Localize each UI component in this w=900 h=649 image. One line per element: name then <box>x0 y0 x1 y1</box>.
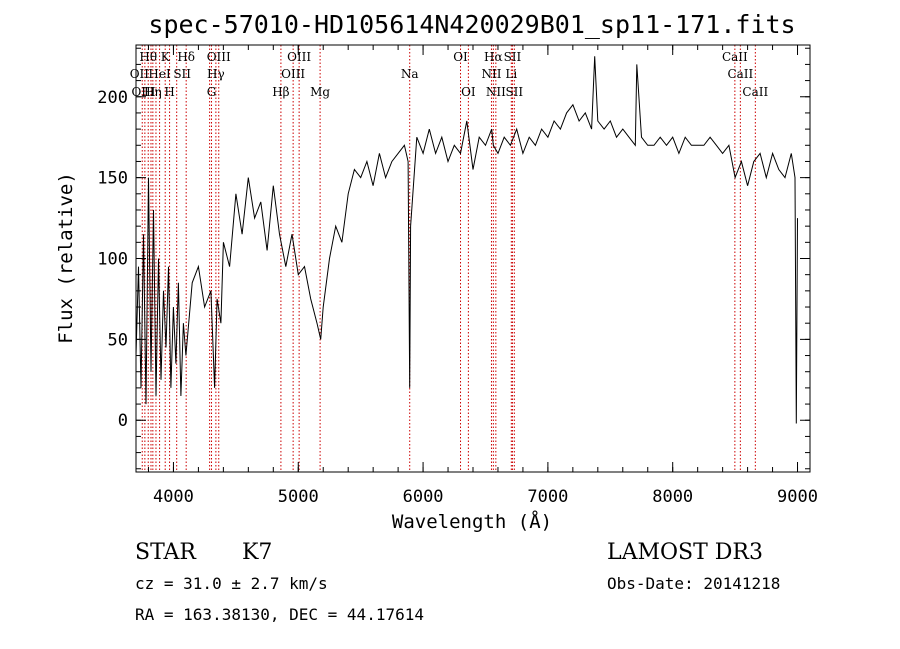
x-tick-label-6000: 6000 <box>403 487 444 507</box>
line-label-8: CaII <box>722 50 748 64</box>
line-label-4: OIII <box>287 50 311 64</box>
line-label-10: HeI <box>148 67 171 81</box>
y-tick-label-200: 200 <box>97 88 128 108</box>
x-tick-label-8000: 8000 <box>652 487 693 507</box>
line-marker-group <box>141 45 756 472</box>
x-tick-label-9000: 9000 <box>777 487 818 507</box>
x-axis-label: Wavelength (Å) <box>392 510 552 533</box>
line-label-24: OI <box>461 85 476 99</box>
line-label-17: CaII <box>727 67 753 81</box>
y-tick-label-50: 50 <box>108 330 128 350</box>
line-label-20: H <box>164 85 174 99</box>
line-label-16: Li <box>505 67 517 81</box>
line-label-21: G <box>207 85 217 99</box>
major-ticks <box>136 45 810 472</box>
line-label-19: Hη <box>144 85 162 99</box>
coords-text: RA = 163.38130, DEC = 44.17614 <box>135 605 424 624</box>
x-tick-label-5000: 5000 <box>278 487 319 507</box>
line-label-26: SII <box>505 85 523 99</box>
minor-ticks <box>136 45 810 472</box>
line-label-12: Hγ <box>207 67 225 81</box>
spectrum-line <box>135 56 798 424</box>
y-axis-label: Flux (relative) <box>55 172 77 344</box>
line-label-11: SII <box>173 67 191 81</box>
line-label-3: OIII <box>207 50 231 64</box>
line-label-14: Na <box>401 67 419 81</box>
object-class: STAR <box>135 540 197 565</box>
line-label-9: OII <box>130 67 150 81</box>
line-label-23: Mg <box>310 85 330 99</box>
survey-name: LAMOST DR3 <box>607 540 763 565</box>
line-label-27: CaII <box>742 85 768 99</box>
y-tick-labels: 0 50 100 150 200 <box>97 88 128 431</box>
line-label-13: OIII <box>281 67 305 81</box>
redshift-text: cz = 31.0 ± 2.7 km/s <box>135 574 328 593</box>
obs-date-text: Obs-Date: 20141218 <box>607 574 780 593</box>
spectral-subclass: K7 <box>242 540 272 565</box>
line-label-5: OI <box>453 50 468 64</box>
line-label-1: K <box>161 50 171 64</box>
line-label-22: Hβ <box>272 85 289 99</box>
line-label-7: SII <box>504 50 522 64</box>
line-label-18: OIII <box>131 85 155 99</box>
y-tick-label-0: 0 <box>118 411 128 431</box>
chart-title: spec-57010-HD105614N420029B01_sp11-171.f… <box>148 10 795 39</box>
line-label-0: Hθ <box>139 50 157 64</box>
y-tick-label-150: 150 <box>97 169 128 189</box>
line-label-15: NII <box>481 67 501 81</box>
line-label-25: NII <box>486 85 506 99</box>
line-label-2: Hδ <box>177 50 195 64</box>
line-label-6: Hα <box>484 50 503 64</box>
x-tick-labels: 4000 5000 6000 7000 8000 9000 <box>153 487 818 507</box>
plot-frame <box>135 44 811 473</box>
x-tick-label-4000: 4000 <box>153 487 194 507</box>
x-tick-label-7000: 7000 <box>527 487 568 507</box>
y-tick-label-100: 100 <box>97 250 128 270</box>
